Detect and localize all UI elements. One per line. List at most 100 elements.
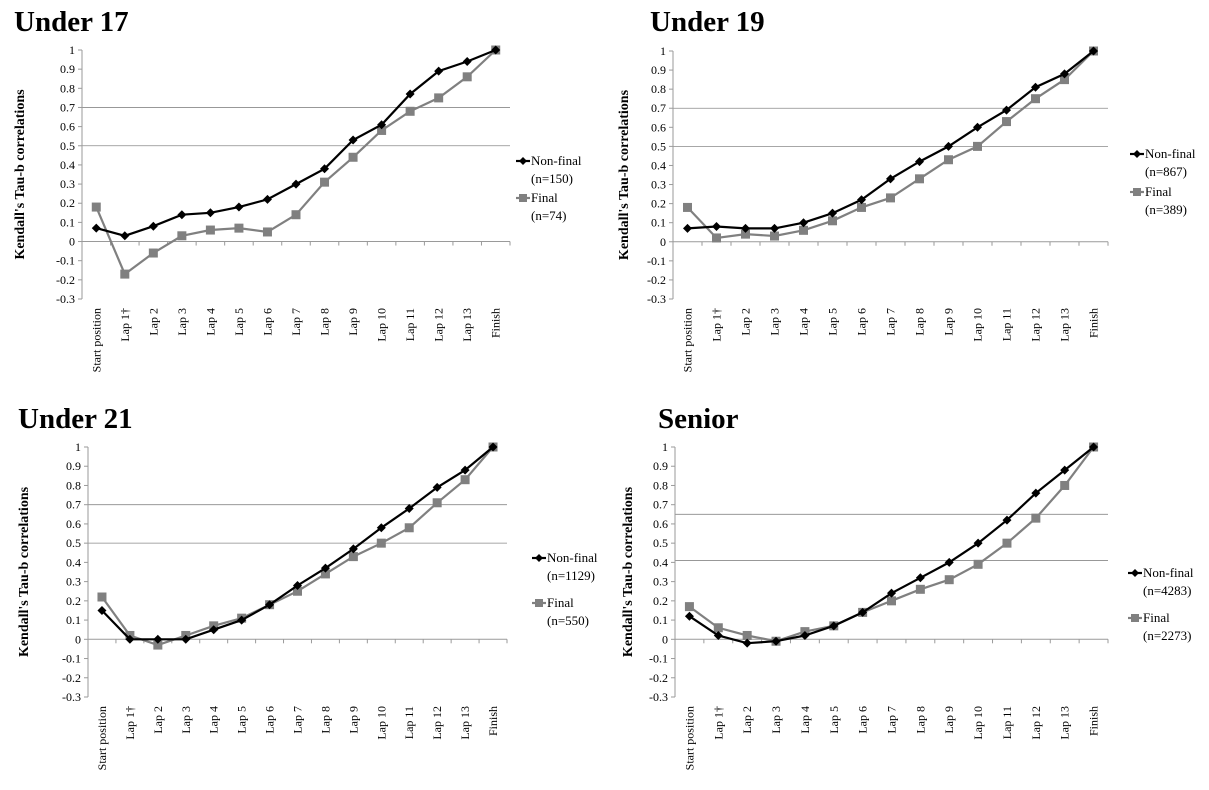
x-tick-label: Lap 4 bbox=[797, 308, 811, 336]
legend-sample-size: (n=2273) bbox=[1143, 628, 1192, 643]
y-tick-label: 0.8 bbox=[60, 81, 75, 95]
data-point-final bbox=[799, 225, 808, 235]
y-tick-label: 0.3 bbox=[66, 575, 81, 589]
x-tick-label: Lap 11 bbox=[1000, 308, 1014, 341]
y-tick-label: -0.1 bbox=[56, 254, 75, 268]
y-tick-label: 0.1 bbox=[651, 216, 666, 230]
y-tick-label: 0.1 bbox=[653, 613, 668, 627]
legend-sample-size: (n=150) bbox=[531, 171, 573, 186]
y-tick-label: 0.5 bbox=[66, 536, 81, 550]
legend-label: Final bbox=[531, 190, 558, 205]
x-tick-label: Lap 4 bbox=[207, 706, 221, 734]
data-point-non-final bbox=[1089, 442, 1099, 452]
data-point-final bbox=[741, 229, 750, 239]
y-tick-label: 0.7 bbox=[60, 100, 75, 114]
data-point-non-final bbox=[742, 638, 752, 648]
x-tick-label: Lap 9 bbox=[346, 308, 360, 336]
data-point-non-final bbox=[712, 222, 721, 232]
panel-title: Under 17 bbox=[14, 6, 129, 38]
data-point-non-final bbox=[944, 141, 953, 151]
x-tick-label: Finish bbox=[1087, 706, 1101, 736]
x-tick-label: Lap 1† bbox=[710, 308, 724, 342]
data-point-final bbox=[770, 231, 779, 241]
data-point-non-final bbox=[265, 600, 275, 610]
data-point-non-final bbox=[973, 538, 983, 548]
y-tick-label: 0.9 bbox=[66, 459, 81, 473]
data-point-non-final bbox=[234, 202, 244, 212]
x-tick-label: Lap 4 bbox=[203, 308, 217, 336]
data-point-final bbox=[97, 592, 107, 602]
data-point-final bbox=[262, 227, 272, 237]
legend-label: Final bbox=[547, 595, 574, 610]
data-point-final bbox=[684, 602, 694, 612]
series-line-final bbox=[101, 446, 494, 647]
data-point-final bbox=[828, 216, 837, 226]
data-point-non-final bbox=[683, 223, 692, 233]
y-axis-label: Kendall's Tau-b correlations bbox=[617, 89, 632, 260]
x-tick-label: Lap 3 bbox=[175, 308, 189, 336]
x-tick-label: Lap 6 bbox=[260, 308, 274, 336]
data-point-non-final bbox=[488, 442, 498, 452]
x-tick-label: Lap 1† bbox=[118, 308, 132, 342]
y-tick-label: 0.3 bbox=[60, 177, 75, 191]
x-tick-label: Lap 3 bbox=[769, 706, 783, 734]
panel-title: Senior bbox=[658, 403, 739, 435]
data-point-non-final bbox=[181, 634, 191, 644]
series-line-final bbox=[95, 49, 497, 276]
y-tick-label: 1 bbox=[662, 440, 668, 454]
x-tick-label: Lap 2 bbox=[740, 706, 754, 734]
data-point-final bbox=[120, 269, 130, 279]
x-tick-label: Lap 7 bbox=[885, 706, 899, 734]
data-point-non-final bbox=[291, 179, 301, 189]
x-tick-label: Lap 2 bbox=[151, 706, 165, 734]
x-tick-label: Lap 12 bbox=[430, 706, 444, 740]
x-tick-label: Lap 5 bbox=[827, 706, 841, 734]
series-line-non-final bbox=[96, 48, 497, 237]
legend-marker-final bbox=[535, 599, 543, 607]
legend-label: Non-final bbox=[547, 550, 598, 565]
data-point-non-final bbox=[973, 122, 982, 132]
x-tick-label: Finish bbox=[489, 308, 503, 338]
y-tick-label: 0.4 bbox=[60, 158, 75, 172]
data-point-final bbox=[404, 523, 414, 533]
y-axis-label: Kendall's Tau-b correlations bbox=[17, 486, 32, 657]
data-point-non-final bbox=[915, 573, 925, 583]
data-point-non-final bbox=[148, 221, 158, 231]
x-tick-label: Lap 3 bbox=[179, 706, 193, 734]
y-tick-label: 0 bbox=[75, 632, 81, 646]
data-point-non-final bbox=[209, 625, 219, 635]
data-point-non-final bbox=[377, 120, 387, 130]
data-point-non-final bbox=[829, 621, 839, 631]
data-point-final bbox=[1031, 513, 1041, 523]
y-tick-label: 0.4 bbox=[66, 555, 81, 569]
data-point-final bbox=[376, 538, 386, 548]
data-point-non-final bbox=[799, 218, 808, 228]
y-tick-label: -0.2 bbox=[56, 273, 75, 287]
data-point-non-final bbox=[462, 56, 472, 66]
legend-label: Non-final bbox=[531, 153, 582, 168]
legend-sample-size: (n=74) bbox=[531, 208, 567, 223]
y-tick-label: 0 bbox=[660, 235, 666, 249]
y-tick-label: -0.1 bbox=[62, 652, 81, 666]
legend-marker-final bbox=[1131, 614, 1139, 622]
x-tick-label: Lap 2 bbox=[739, 308, 753, 336]
x-tick-label: Lap 4 bbox=[798, 706, 812, 734]
y-tick-label: -0.2 bbox=[62, 671, 81, 685]
x-tick-label: Start position bbox=[681, 308, 695, 372]
series-line-non-final bbox=[688, 446, 1095, 645]
data-point-final bbox=[973, 141, 982, 151]
chart-panel-2: Under 19 Kendall's Tau-b correlations 1 0.9… bbox=[617, 6, 1196, 372]
y-tick-label: 0.3 bbox=[653, 575, 668, 589]
y-tick-label: -0.1 bbox=[647, 254, 666, 268]
data-point-non-final bbox=[125, 634, 135, 644]
y-tick-label: 0.6 bbox=[651, 120, 666, 134]
y-tick-label: 0.3 bbox=[651, 178, 666, 192]
data-point-final bbox=[742, 630, 752, 640]
chart-panel-1: Under 17 Kendall's Tau-b correlations 1 0.9… bbox=[13, 6, 582, 372]
x-tick-label: Lap 10 bbox=[375, 308, 389, 342]
x-tick-label: Lap 12 bbox=[1029, 308, 1043, 342]
data-point-final bbox=[234, 223, 244, 233]
x-tick-label: Lap 5 bbox=[235, 706, 249, 734]
y-tick-label: -0.3 bbox=[62, 690, 81, 704]
